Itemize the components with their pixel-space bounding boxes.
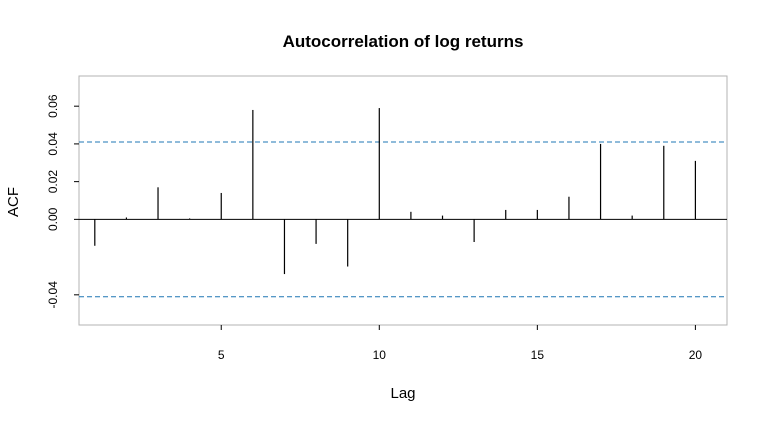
- plot-frame: [78, 75, 728, 326]
- y-tick-label: -0.04: [46, 281, 60, 309]
- y-tick-label: 0.00: [46, 207, 60, 231]
- y-axis-title: ACF: [5, 187, 22, 217]
- y-tick-label: 0.04: [46, 132, 60, 156]
- y-tick-label: 0.06: [46, 94, 60, 118]
- y-tick-label: 0.02: [46, 170, 60, 194]
- y-axis: -0.04 0.00 0.02 0.04 0.06: [46, 94, 79, 308]
- x-tick-label: 15: [531, 348, 545, 362]
- x-tick-label: 10: [373, 348, 387, 362]
- x-tick-label: 20: [689, 348, 703, 362]
- x-axis: 5 10 15 20: [218, 325, 702, 362]
- x-axis-title: Lag: [390, 385, 415, 402]
- x-tick-label: 5: [218, 348, 225, 362]
- chart-title: Autocorrelation of log returns: [283, 32, 524, 51]
